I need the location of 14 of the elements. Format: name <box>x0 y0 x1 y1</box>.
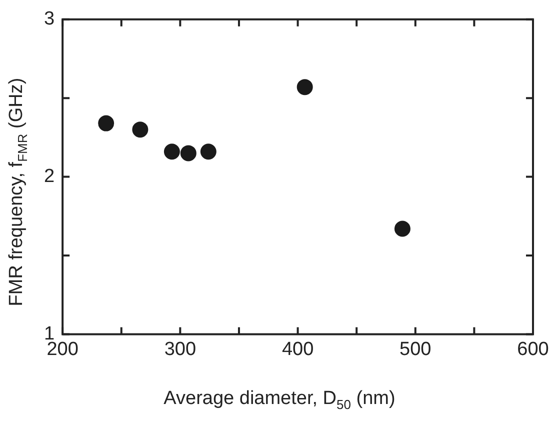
x-tick-label: 500 <box>400 338 432 360</box>
y-tick-label: 2 <box>44 166 55 188</box>
point <box>394 220 410 237</box>
point <box>200 144 216 160</box>
point <box>180 145 196 162</box>
point <box>132 122 148 138</box>
point <box>296 79 313 96</box>
point <box>98 115 114 132</box>
x-tick-label: 600 <box>517 338 549 360</box>
x-tick-label: 300 <box>164 338 196 360</box>
point <box>164 144 180 160</box>
y-tick-label: 3 <box>44 8 55 30</box>
x-tick-label: 400 <box>282 338 314 360</box>
x-axis-title: Average diameter, D$_{50}$ (nm) <box>162 388 396 412</box>
